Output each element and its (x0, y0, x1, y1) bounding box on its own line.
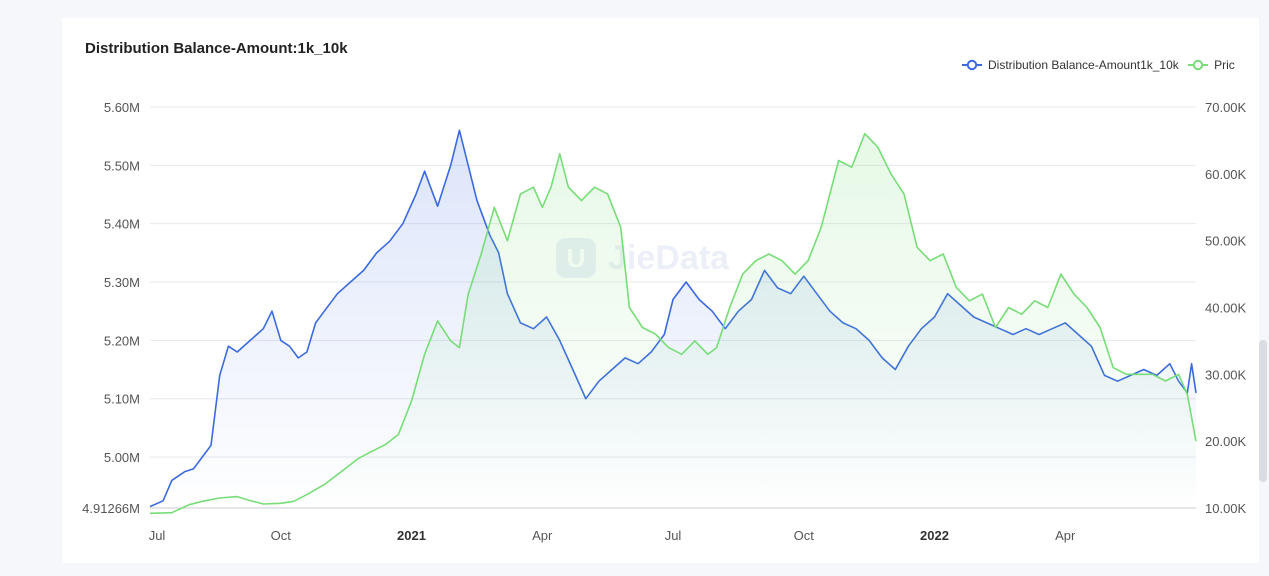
x-tick-label: Oct (271, 528, 292, 543)
y-left-tick-label: 5.30M (104, 275, 140, 290)
y-left-tick-label: 5.50M (104, 158, 140, 173)
legend-label-balance: Distribution Balance-Amount1k_10k (988, 58, 1179, 72)
x-tick-label: Oct (794, 528, 815, 543)
y-right-tick-label: 40.00K (1205, 301, 1247, 316)
y-right-tick-label: 20.00K (1205, 434, 1247, 449)
series-line-price[interactable] (149, 132, 1197, 515)
chart-title: Distribution Balance-Amount:1k_10k (85, 40, 348, 57)
chart-legend: Distribution Balance-Amount1k_10k Pric (962, 58, 1259, 74)
y-right-tick-label: 30.00K (1205, 367, 1247, 382)
y-right-tick-label: 70.00K (1205, 100, 1247, 115)
y-right-tick-label: 50.00K (1205, 234, 1247, 249)
x-tick-label: Apr (532, 528, 553, 543)
vertical-scrollbar[interactable] (1259, 340, 1267, 482)
x-tick-label: Apr (1055, 528, 1076, 543)
x-tick-label: 2022 (920, 528, 949, 543)
watermark-text: JieData (608, 238, 729, 277)
y-left-tick-label: 5.40M (104, 217, 140, 232)
y-left-tick-label: 5.00M (104, 450, 140, 465)
y-axis-left: 4.91266M 5.00M 5.10M 5.20M 5.30M 5.40M 5.50M 5.… (82, 100, 140, 516)
x-tick-label: Jul (665, 528, 682, 543)
series-area-price (150, 133, 1196, 514)
x-tick-label: 2021 (397, 528, 426, 543)
y-left-tick-label: 4.91266M (82, 501, 140, 516)
legend-item-price[interactable]: Pric (1188, 58, 1235, 72)
y-left-tick-label: 5.10M (104, 392, 140, 407)
legend-item-balance[interactable]: Distribution Balance-Amount1k_10k (962, 58, 1179, 72)
line-marker-icon (1188, 59, 1209, 71)
legend-label-price: Pric (1214, 58, 1235, 72)
line-marker-icon (962, 59, 982, 71)
y-right-tick-label: 10.00K (1205, 501, 1247, 516)
x-tick-label: Jul (149, 528, 166, 543)
series-group (149, 129, 1197, 515)
y-left-tick-label: 5.60M (104, 100, 140, 115)
y-axis-right: 10.00K 20.00K 30.00K 40.00K 50.00K 60.00K 70.0… (1205, 100, 1247, 516)
y-left-tick-label: 5.20M (104, 333, 140, 348)
y-right-tick-label: 60.00K (1205, 167, 1247, 182)
x-axis: Jul Oct 2021 Apr Jul Oct 2022 Apr (149, 507, 1196, 543)
